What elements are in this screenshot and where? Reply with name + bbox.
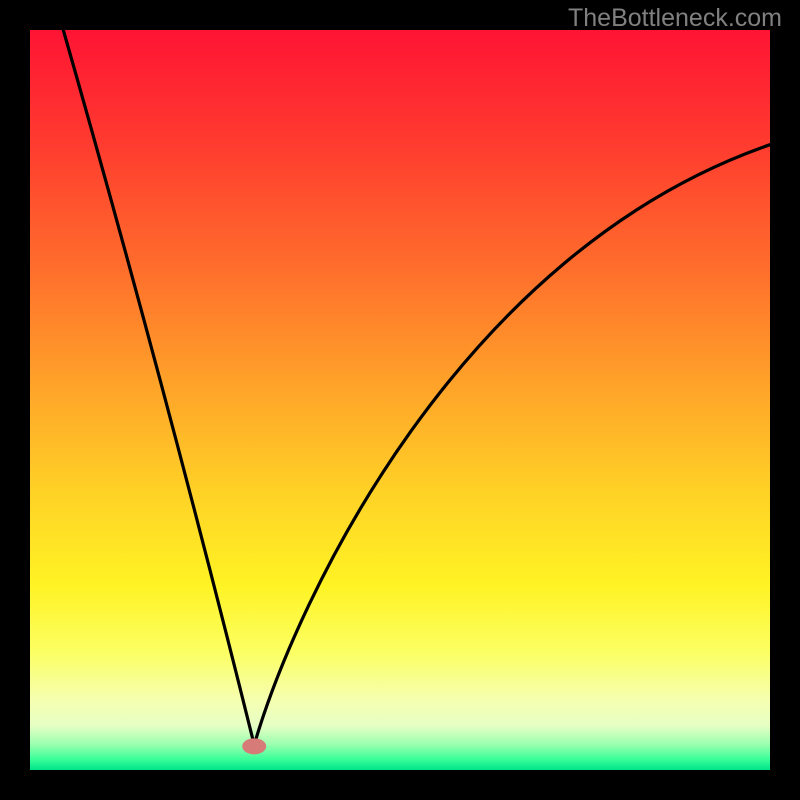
minimum-marker — [242, 738, 266, 754]
curve-right-branch — [254, 145, 770, 745]
curve-layer — [0, 0, 800, 800]
curve-left-branch — [63, 30, 254, 745]
watermark-text: TheBottleneck.com — [568, 4, 782, 33]
